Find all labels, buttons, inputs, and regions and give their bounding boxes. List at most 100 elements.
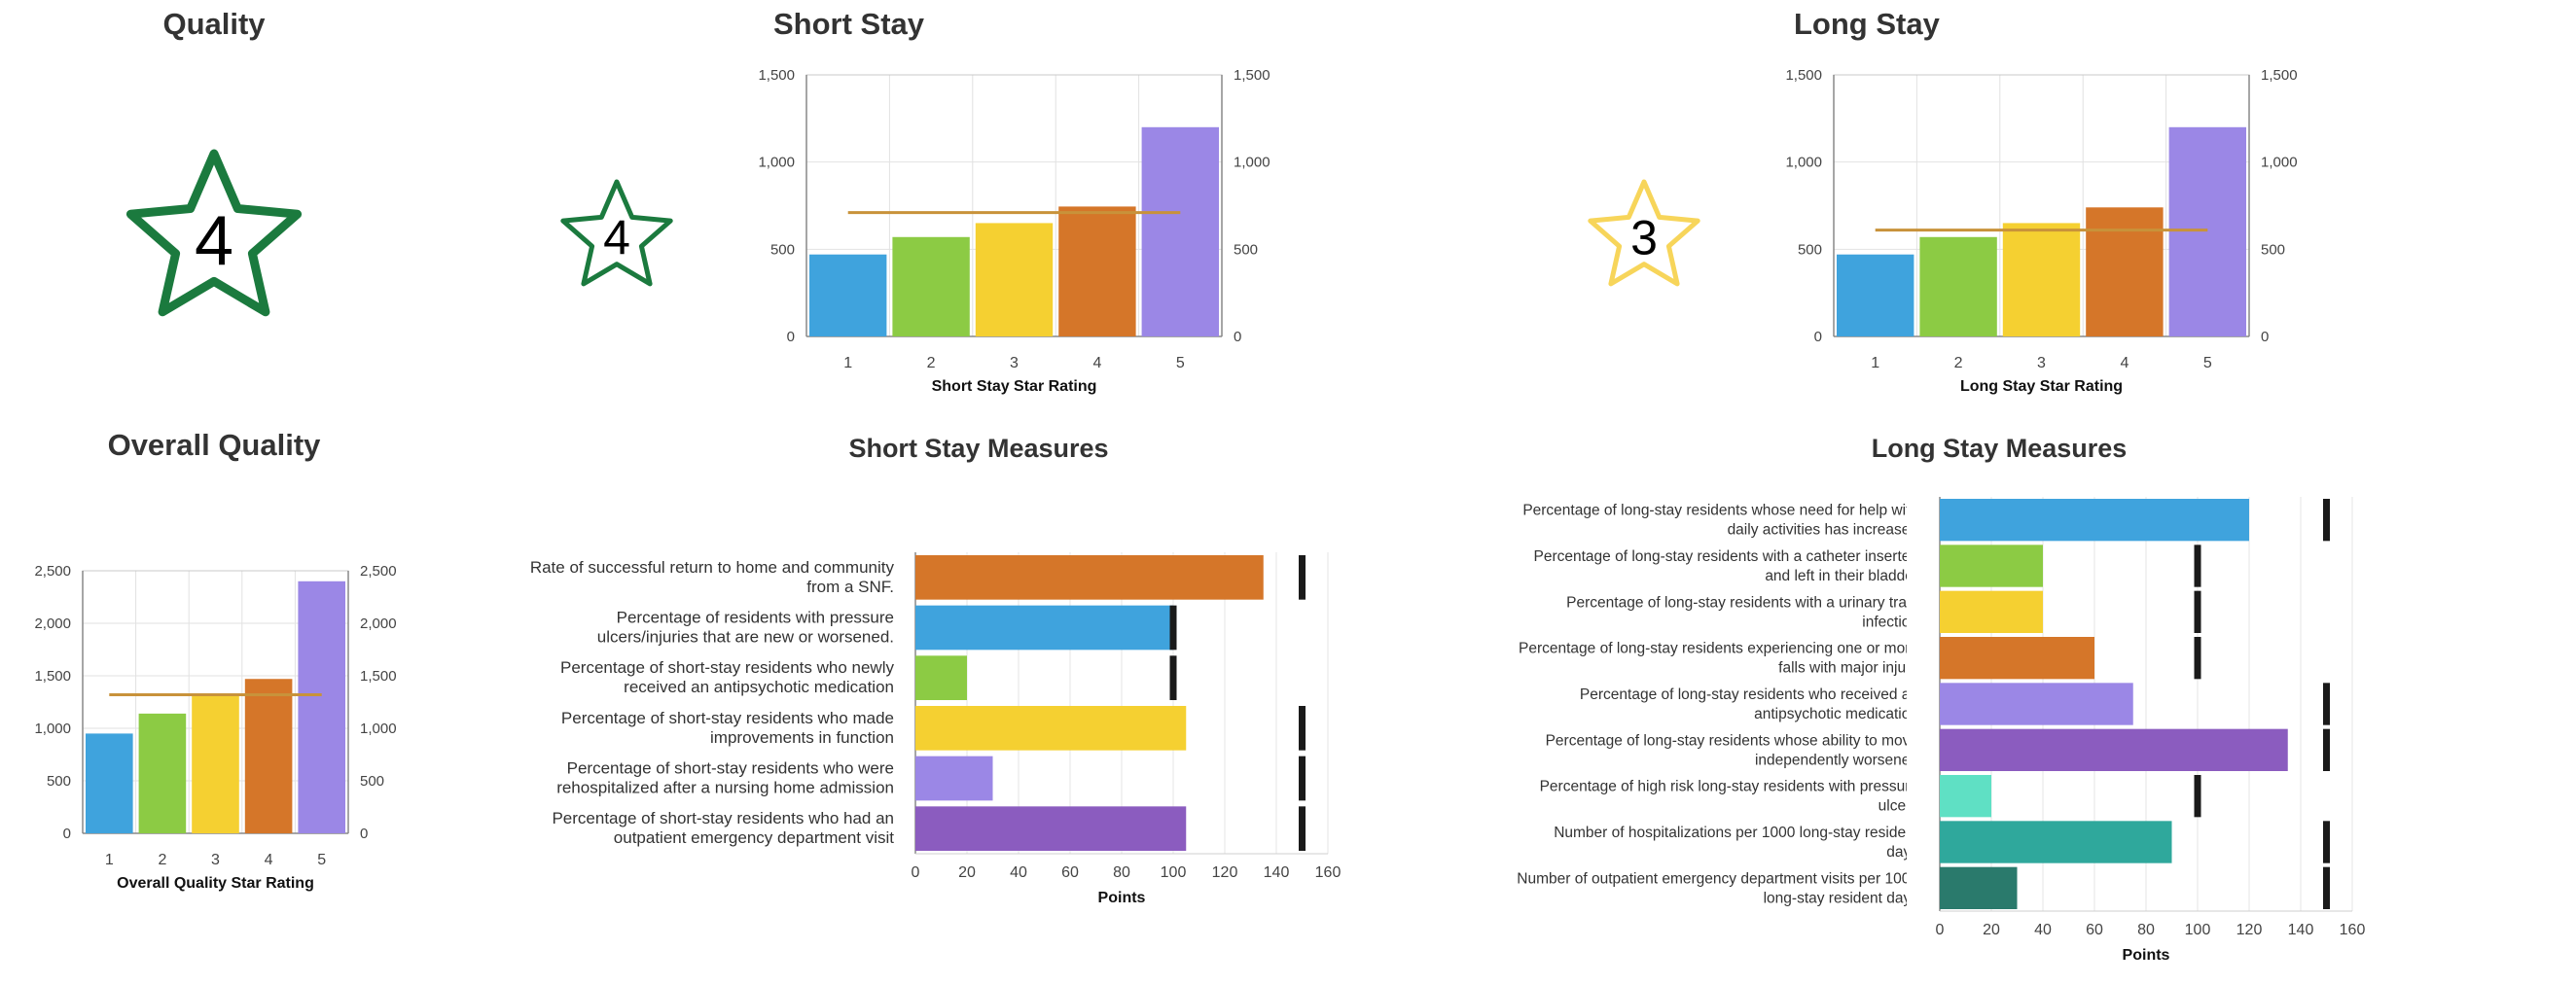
- max-points-marker: [2194, 775, 2201, 818]
- max-points-marker: [2323, 499, 2330, 542]
- measure-label: days: [1886, 844, 1918, 861]
- measure-bar: [1940, 775, 1991, 818]
- y-tick-label-left: 500: [47, 773, 71, 790]
- measure-label: Percentage of short-stay residents who n…: [560, 658, 895, 677]
- x-tick-label: 4: [2120, 355, 2129, 371]
- max-points-marker: [2194, 637, 2201, 680]
- max-points-marker: [1299, 555, 1306, 600]
- x-tick-label: 40: [1010, 864, 1027, 881]
- quality-star-icon: 4: [125, 149, 303, 317]
- y-tick-label-right: 500: [2261, 241, 2285, 258]
- long-stay-measures-title: Long Stay Measures: [1872, 434, 2128, 463]
- x-tick-label: 0: [1936, 922, 1945, 938]
- x-tick-label: 100: [2185, 922, 2211, 938]
- star-shape: [125, 149, 303, 317]
- x-axis-title: Points: [1098, 890, 1146, 906]
- measure-label: Percentage of long-stay residents whose …: [1522, 503, 1918, 519]
- x-tick-label: 80: [1113, 864, 1130, 881]
- x-tick-label: 20: [958, 864, 976, 881]
- measure-bar: [915, 655, 967, 700]
- y-tick-label-left: 500: [1798, 241, 1822, 258]
- max-points-marker: [2323, 728, 2330, 771]
- max-points-marker: [2323, 683, 2330, 725]
- max-points-marker: [1169, 655, 1177, 700]
- bar-rating-3: [2002, 223, 2081, 336]
- short-stay-measures-title: Short Stay Measures: [848, 434, 1108, 463]
- y-tick-label-right: 1,000: [1234, 155, 1270, 171]
- measure-bar: [1940, 590, 2043, 633]
- x-axis-title: Points: [2123, 947, 2170, 964]
- measure-label: improvements in function: [710, 728, 894, 747]
- x-tick-label: 4: [1092, 355, 1101, 371]
- x-tick-label: 20: [1983, 922, 2000, 938]
- measure-bar: [1940, 728, 2288, 771]
- x-tick-label: 1: [843, 355, 852, 371]
- y-tick-label-right: 0: [1234, 329, 1241, 345]
- y-tick-label-right: 1,500: [360, 668, 397, 685]
- short-stay-star-rating: 4: [603, 211, 630, 265]
- long-stay-star-icon: 3: [1588, 179, 1700, 287]
- measure-bar: [1940, 637, 2094, 680]
- x-tick-label: 2: [158, 852, 166, 868]
- max-points-marker: [1299, 706, 1306, 751]
- measure-label: independently worsened: [1755, 752, 1918, 768]
- x-tick-label: 1: [1871, 355, 1879, 371]
- y-tick-label-right: 1,500: [2261, 67, 2298, 84]
- measure-bar: [915, 806, 1187, 851]
- measure-label: daily activities has increased: [1728, 522, 1918, 539]
- y-tick-label-left: 500: [770, 241, 795, 258]
- x-tick-label: 0: [912, 864, 920, 881]
- y-tick-label-right: 1,000: [2261, 155, 2298, 171]
- y-tick-label-left: 2,500: [34, 563, 71, 580]
- measure-label: Percentage of short-stay residents who m…: [561, 709, 894, 727]
- bar-rating-3: [975, 223, 1054, 336]
- x-tick-label: 60: [2086, 922, 2103, 938]
- x-tick-label: 2: [1954, 355, 1963, 371]
- measure-label: rehospitalized after a nursing home admi…: [556, 779, 894, 797]
- measure-bar: [1940, 683, 2133, 725]
- measure-label: ulcers: [1878, 798, 1919, 815]
- y-tick-label-right: 0: [2261, 329, 2269, 345]
- y-tick-label-left: 1,500: [758, 67, 795, 84]
- measure-label: long-stay resident days: [1764, 890, 1919, 906]
- overall-quality-title: Overall Quality: [108, 428, 322, 462]
- measure-label: Percentage of long-stay residents with a…: [1566, 594, 1919, 611]
- x-tick-label: 5: [2203, 355, 2212, 371]
- x-tick-label: 5: [1176, 355, 1185, 371]
- x-tick-label: 140: [2288, 922, 2314, 938]
- star-shape: [560, 179, 673, 287]
- y-tick-label-left: 0: [1814, 329, 1822, 345]
- bar-rating-4: [2086, 207, 2164, 336]
- max-points-marker: [1169, 605, 1177, 651]
- star-shape: [1588, 179, 1700, 287]
- x-tick-label: 2: [927, 355, 936, 371]
- bar-rating-5: [1141, 126, 1219, 336]
- measure-label: Number of outpatient emergency departmen…: [1517, 870, 1918, 887]
- measure-bar: [915, 555, 1264, 600]
- x-tick-label: 100: [1161, 864, 1187, 881]
- y-tick-label-right: 500: [1234, 241, 1258, 258]
- max-points-marker: [1299, 806, 1306, 851]
- y-tick-label-left: 2,000: [34, 616, 71, 632]
- x-tick-label: 140: [1264, 864, 1290, 881]
- y-tick-label-right: 0: [360, 826, 368, 842]
- x-tick-label: 80: [2137, 922, 2155, 938]
- y-tick-label-left: 0: [787, 329, 795, 345]
- long-stay-star-rating: 3: [1630, 211, 1658, 265]
- measure-bar: [1940, 545, 2043, 587]
- bar-rating-2: [138, 713, 187, 833]
- y-tick-label-right: 1,000: [360, 721, 397, 737]
- measure-label: from a SNF.: [806, 578, 894, 596]
- y-tick-label-right: 1,500: [1234, 67, 1270, 84]
- y-tick-label-left: 1,500: [34, 668, 71, 685]
- x-tick-label: 160: [2340, 922, 2366, 938]
- bar-rating-1: [1837, 254, 1914, 336]
- long-stay-title: Long Stay: [1794, 7, 1941, 41]
- measure-label: Number of hospitalizations per 1000 long…: [1554, 825, 1918, 841]
- max-points-marker: [2323, 821, 2330, 863]
- x-tick-label: 120: [2236, 922, 2263, 938]
- x-tick-label: 3: [1010, 355, 1019, 371]
- x-axis-title: Long Stay Star Rating: [1960, 378, 2123, 395]
- x-tick-label: 60: [1061, 864, 1079, 881]
